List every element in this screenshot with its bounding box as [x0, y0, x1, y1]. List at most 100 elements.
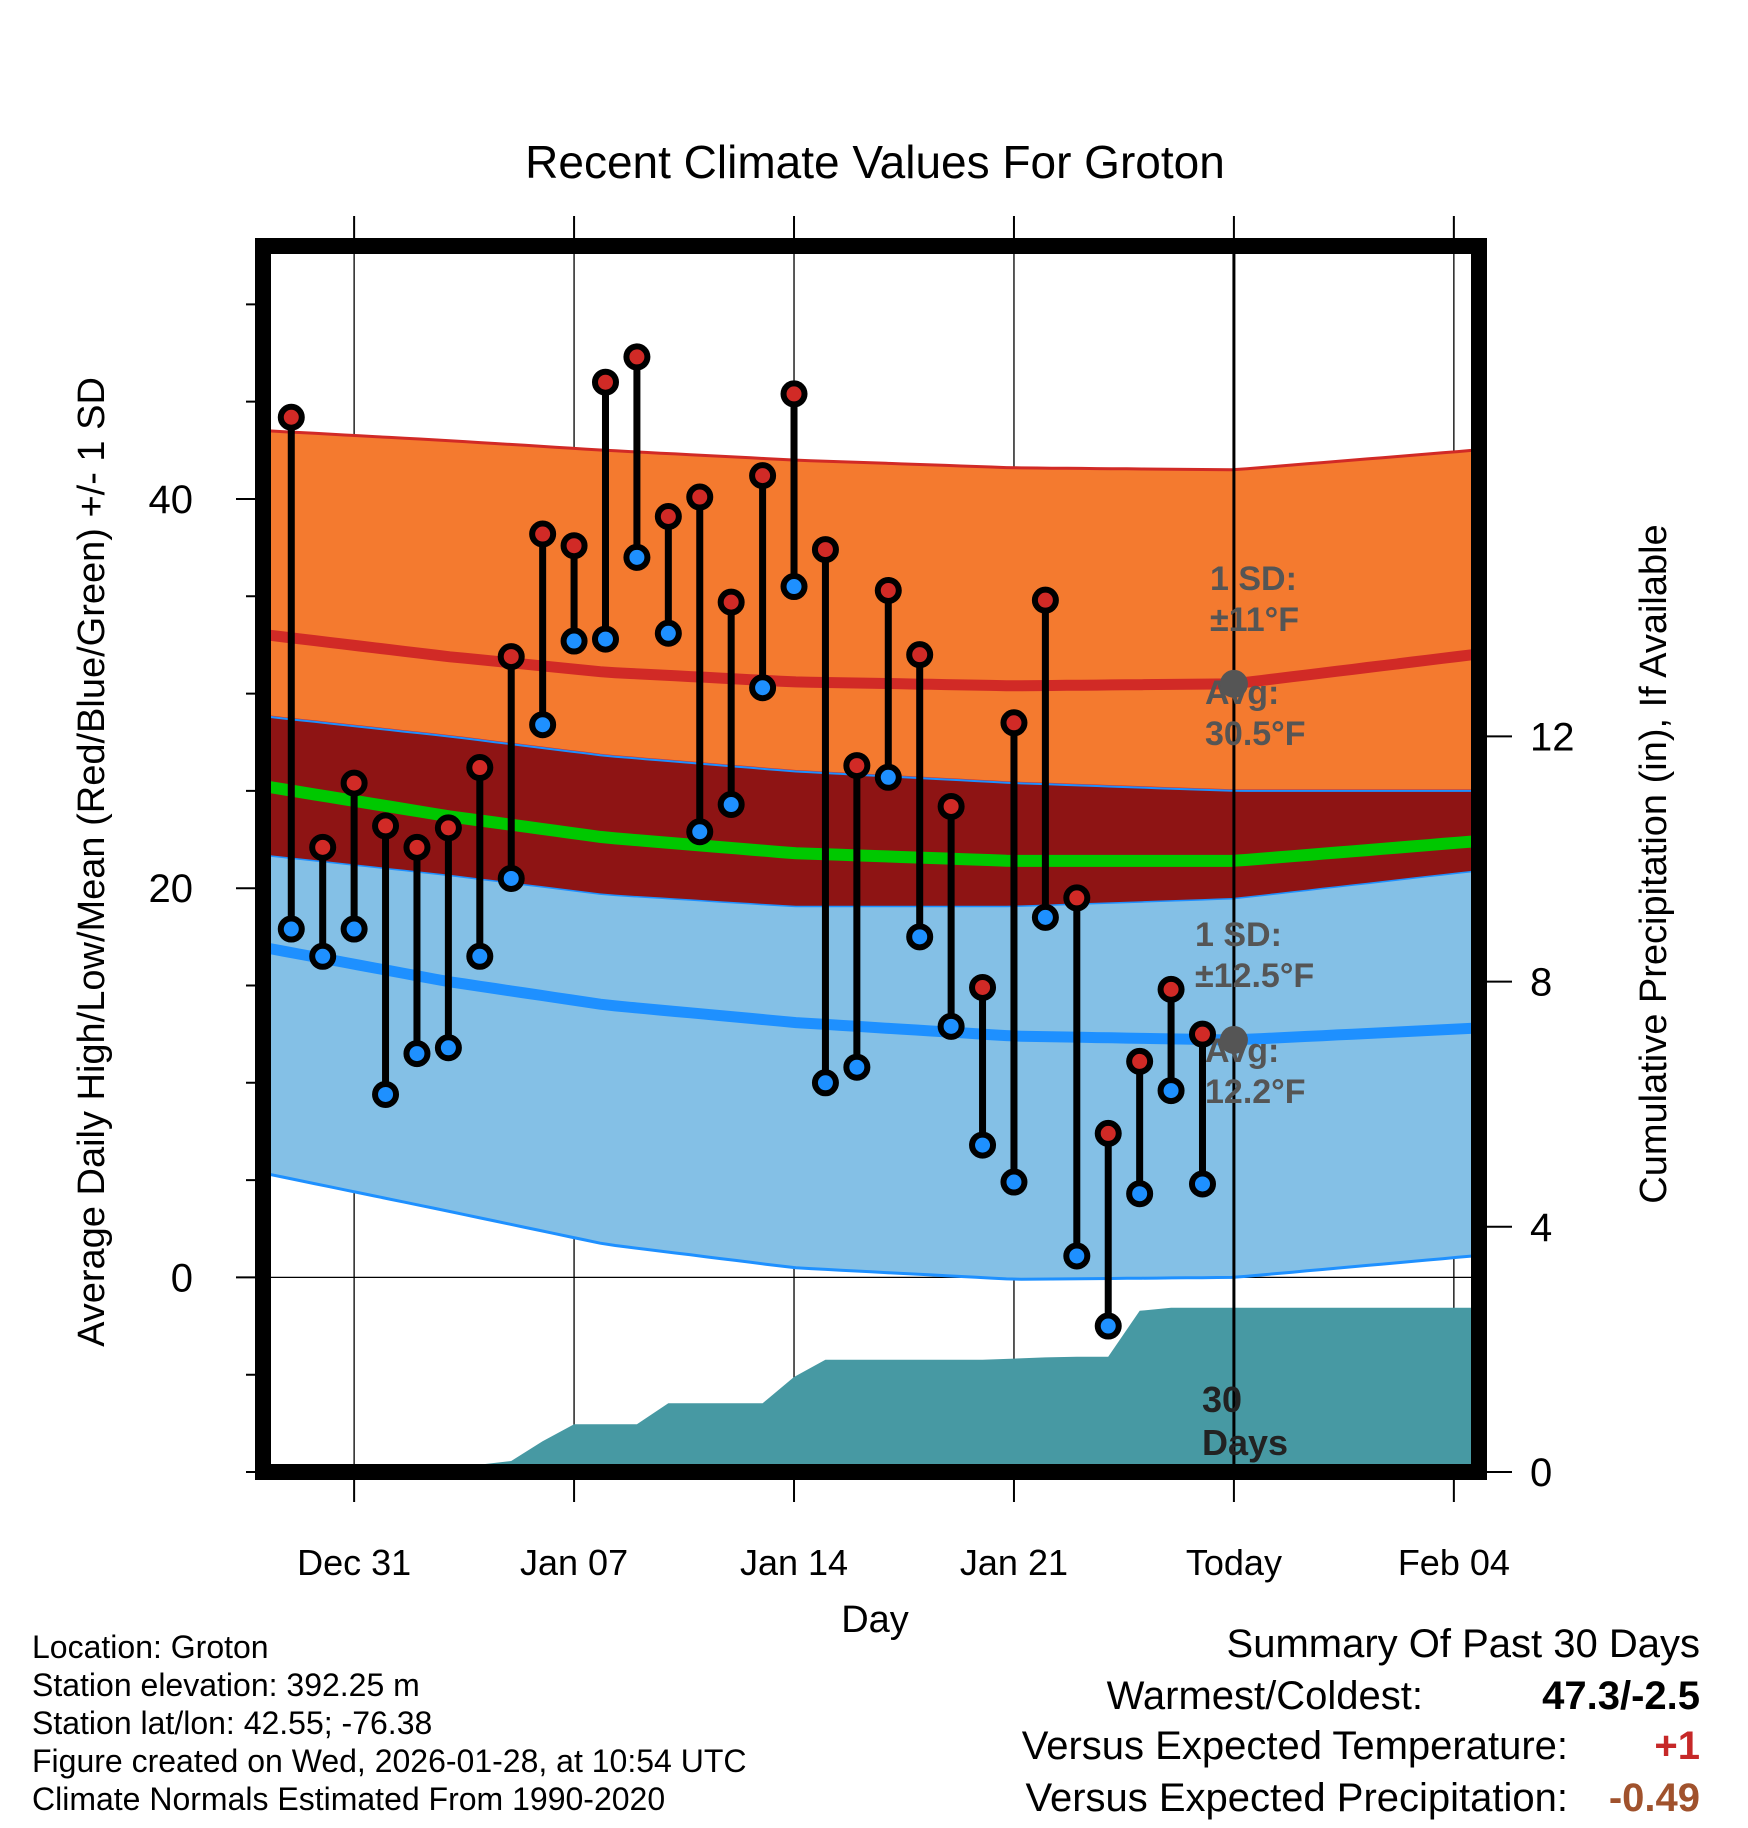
daily-low-point [937, 1012, 965, 1040]
x-tick-label: Jan 21 [960, 1542, 1068, 1583]
y-left-tick-label: 20 [149, 867, 194, 911]
daily-low-point [1063, 1242, 1091, 1270]
x-tick-label: Dec 31 [297, 1542, 411, 1583]
info-created: Figure created on Wed, 2026-01-28, at 10… [32, 1743, 747, 1779]
daily-low-point [372, 1080, 400, 1108]
info-latlon: Station lat/lon: 42.55; -76.38 [32, 1705, 433, 1741]
daily-low-point [1000, 1168, 1028, 1196]
daily-high-point [780, 380, 808, 408]
summary-temp-label: Versus Expected Temperature: [1021, 1724, 1568, 1768]
daily-low-point [529, 711, 557, 739]
high-band-lower-edge [269, 715, 1473, 792]
summary-warmest-label: Warmest/Coldest: [1106, 1674, 1423, 1718]
daily-high-point [1126, 1047, 1154, 1075]
x-axis-label: Day [841, 1599, 909, 1641]
daily-high-point [497, 643, 525, 671]
x-tick-label: Jan 14 [740, 1542, 848, 1583]
x-tick-label: Feb 04 [1398, 1542, 1510, 1583]
daily-high-point [340, 769, 368, 797]
precip-area [269, 1307, 1473, 1472]
y-right-tick-label: 12 [1530, 715, 1575, 759]
y-right-tick-label: 4 [1530, 1206, 1552, 1250]
normal-low-marker [1219, 1025, 1248, 1054]
y-right-tick-label: 8 [1530, 961, 1552, 1005]
daily-high-point [1031, 586, 1059, 614]
daily-high-point [309, 833, 337, 861]
y-right-tick-label: 0 [1530, 1451, 1552, 1495]
y-left-tick-label: 0 [171, 1256, 193, 1300]
daily-high-point [466, 754, 494, 782]
chart-title: Recent Climate Values For Groton [525, 136, 1225, 188]
daily-high-point [434, 814, 462, 842]
normal-mean-line [268, 781, 1474, 867]
daily-low-point [403, 1040, 431, 1068]
daily-high-point [403, 833, 431, 861]
daily-low-point [717, 791, 745, 819]
info-normals: Climate Normals Estimated From 1990-2020 [32, 1781, 666, 1817]
normal-high-line [268, 629, 1474, 692]
daily-high-point [1094, 1119, 1122, 1147]
normal-high-marker [1219, 669, 1248, 698]
daily-high-point [277, 403, 305, 431]
summary-precip-value: -0.49 [1608, 1776, 1700, 1820]
daily-low-point [843, 1053, 871, 1081]
daily-high-point [1157, 975, 1185, 1003]
daily-low-point [277, 915, 305, 943]
daily-low-point [1157, 1077, 1185, 1105]
daily-high-point [654, 502, 682, 530]
daily-low-point [623, 543, 651, 571]
daily-low-point [497, 864, 525, 892]
daily-high-point [623, 343, 651, 371]
daily-high-point [906, 641, 934, 669]
plot-frame [255, 238, 1487, 1480]
daily-high-point [686, 483, 714, 511]
daily-low-point [340, 915, 368, 943]
daily-high-point [529, 520, 557, 548]
daily-low-point [1126, 1180, 1154, 1208]
daily-high-point [1188, 1020, 1216, 1048]
daily-high-point [591, 368, 619, 396]
daily-low-point [811, 1069, 839, 1097]
daily-low-point [309, 942, 337, 970]
summary-precip-label: Versus Expected Precipitation: [1025, 1776, 1568, 1820]
normal-low-line [268, 943, 1473, 1046]
daily-low-point [1031, 903, 1059, 931]
daily-low-point [1094, 1312, 1122, 1340]
daily-low-point [969, 1131, 997, 1159]
y-right-axis-label: Cumulative Precipitation (in), If Availa… [1633, 524, 1675, 1203]
daily-low-point [906, 923, 934, 951]
daily-high-point [843, 752, 871, 780]
low-sd-label: 1 SD: ±12.5°F [1195, 916, 1314, 995]
daily-low-point [591, 625, 619, 653]
daily-high-point [372, 812, 400, 840]
daily-high-point [811, 536, 839, 564]
x-tick-label: Jan 07 [520, 1542, 628, 1583]
daily-low-point [686, 818, 714, 846]
daily-low-point [780, 573, 808, 601]
daily-high-point [749, 462, 777, 490]
summary-temp-value: +1 [1654, 1724, 1700, 1768]
daily-high-point [560, 532, 588, 560]
summary-warmest-value: 47.3/-2.5 [1542, 1674, 1700, 1718]
daily-high-point [937, 792, 965, 820]
summary-title: Summary Of Past 30 Days [1226, 1622, 1700, 1666]
info-elevation: Station elevation: 392.25 m [32, 1667, 420, 1703]
daily-high-point [969, 973, 997, 1001]
daily-high-point [717, 588, 745, 616]
info-location: Location: Groton [32, 1629, 269, 1665]
daily-low-point [466, 942, 494, 970]
daily-high-point [874, 576, 902, 604]
high-sd-label: 1 SD: ±11°F [1210, 560, 1299, 639]
y-left-tick-label: 40 [149, 478, 194, 522]
x-tick-label: Today [1186, 1542, 1282, 1583]
daily-high-point [1063, 884, 1091, 912]
daily-low-point [654, 619, 682, 647]
daily-low-point [434, 1034, 462, 1062]
days-label: 30 Days [1202, 1379, 1288, 1463]
daily-low-point [1188, 1170, 1216, 1198]
y-left-axis-label: Average Daily High/Low/Mean (Red/Blue/Gr… [71, 377, 113, 1347]
daily-low-point [874, 763, 902, 791]
daily-high-point [1000, 709, 1028, 737]
daily-low-point [560, 627, 588, 655]
